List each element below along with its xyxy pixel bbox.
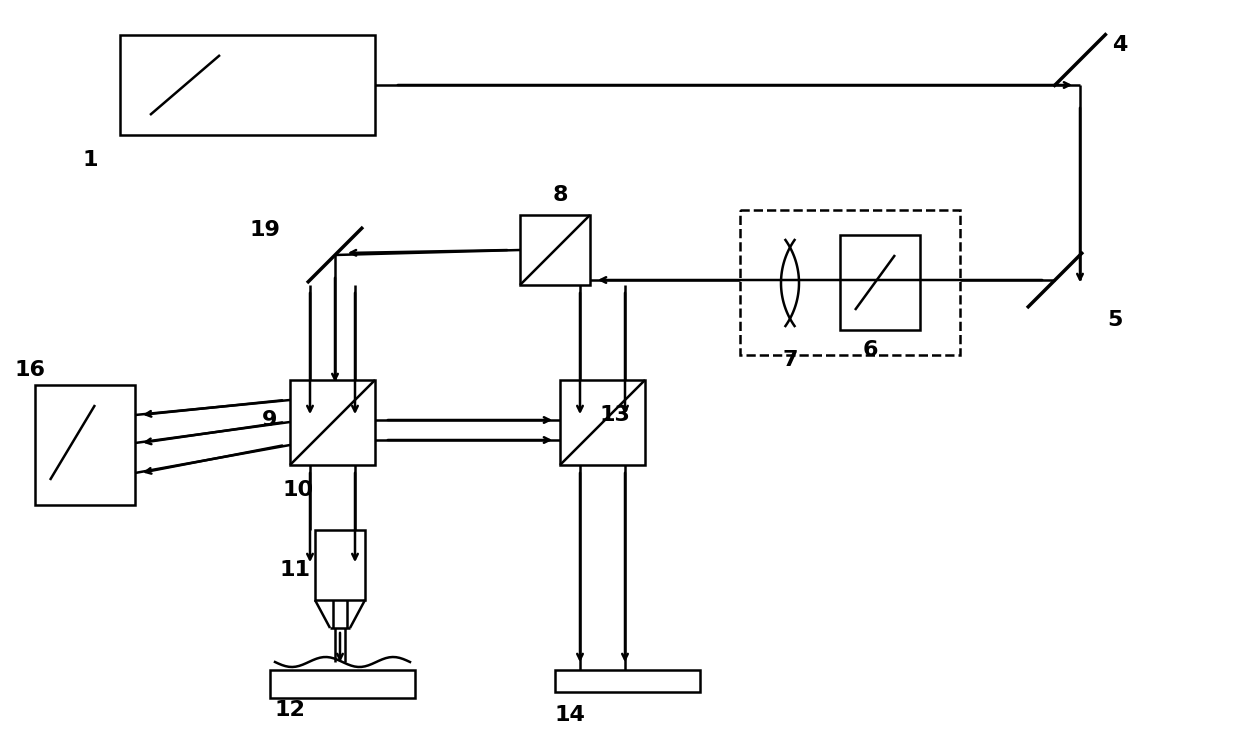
Text: 6: 6 (862, 340, 878, 360)
Bar (290, 380, 374, 465)
Bar (520, 215, 590, 285)
Bar (35, 385, 135, 505)
Text: 1: 1 (82, 150, 98, 170)
Text: 7: 7 (782, 350, 797, 370)
Text: 9: 9 (263, 410, 278, 430)
Text: 8: 8 (552, 185, 568, 205)
Text: 14: 14 (554, 705, 585, 725)
Bar (120, 35, 374, 135)
Text: 4: 4 (1112, 35, 1127, 55)
Text: 12: 12 (274, 700, 305, 720)
Text: 10: 10 (283, 480, 314, 500)
Bar (270, 670, 415, 698)
Text: 11: 11 (279, 560, 310, 580)
Bar (839, 235, 920, 330)
Text: 19: 19 (249, 220, 280, 240)
Bar (556, 670, 701, 692)
Bar (315, 530, 365, 600)
Bar (560, 380, 645, 465)
Bar (740, 210, 960, 355)
Text: 5: 5 (1107, 310, 1122, 330)
Text: 13: 13 (600, 405, 630, 425)
Text: 16: 16 (15, 360, 46, 380)
